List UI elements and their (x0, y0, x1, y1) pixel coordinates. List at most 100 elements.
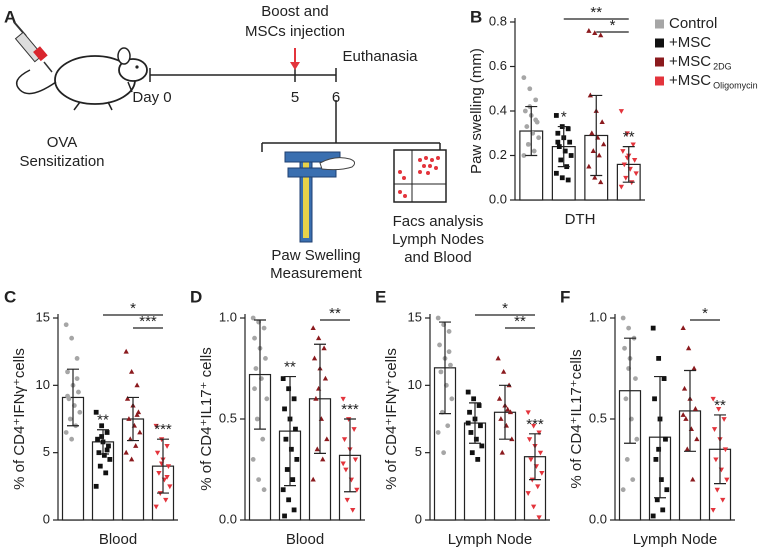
data-point (63, 430, 69, 435)
data-point (690, 476, 696, 482)
data-point (618, 184, 625, 190)
error-bar (344, 418, 356, 493)
data-point (624, 456, 630, 462)
data-point (599, 119, 605, 125)
data-point (261, 487, 267, 493)
data-point (254, 416, 260, 422)
data-point (322, 375, 329, 381)
x-axis-label: DTH (565, 211, 596, 228)
data-point (69, 335, 75, 341)
data-point (623, 175, 629, 181)
data-point (525, 141, 531, 147)
label: Facs analysis (393, 213, 484, 230)
data-point (315, 335, 322, 341)
data-point (663, 436, 668, 442)
significance: *** (526, 416, 544, 433)
data-point (69, 436, 75, 442)
data-point (252, 386, 257, 392)
data-point (449, 396, 455, 402)
significance: * (561, 109, 567, 126)
y-tick-label: 10 (408, 377, 422, 392)
data-point (437, 342, 442, 348)
data-point (256, 477, 262, 482)
data-point (620, 487, 626, 493)
data-point (280, 487, 286, 493)
legend-swatch (655, 38, 664, 48)
data-point (525, 491, 531, 496)
data-point (354, 487, 360, 493)
data-point (555, 130, 561, 136)
data-point (351, 427, 357, 432)
caliper-jaw (284, 151, 341, 163)
label: MSCs injection (245, 23, 345, 40)
data-point (65, 369, 70, 375)
y-tick-label: 5 (415, 444, 422, 459)
data-point (156, 470, 162, 476)
data-point (469, 450, 475, 456)
y-tick-label: 0.0 (589, 511, 607, 526)
error-bar (529, 433, 541, 481)
data-point (505, 406, 511, 412)
data-point (290, 477, 296, 482)
data-point (618, 109, 625, 114)
label: Boost and (261, 3, 329, 20)
data-point (685, 345, 692, 351)
data-point (250, 315, 256, 321)
bracket-label: ** (329, 305, 341, 322)
data-point (691, 365, 697, 371)
data-point (710, 507, 716, 513)
data-point (252, 335, 257, 341)
y-tick-label: 0.4 (489, 102, 507, 117)
bracket-label: * (702, 305, 708, 322)
data-point (67, 416, 73, 422)
data-point (626, 325, 632, 331)
data-point (163, 497, 169, 503)
data-point (467, 409, 472, 415)
data-point (694, 436, 700, 442)
error-bar (654, 375, 666, 499)
legend-label: +MSC (669, 34, 711, 51)
data-point (590, 148, 596, 153)
mouse-tail (15, 69, 57, 95)
data-point (65, 393, 70, 399)
bracket-label: ** (514, 313, 526, 330)
error-bar (254, 319, 266, 430)
data-point (536, 515, 542, 521)
data-point (622, 345, 627, 351)
error-bar (439, 321, 451, 415)
panel-letter: A (4, 7, 16, 26)
y-tick-label: 0.5 (589, 410, 607, 425)
data-point (521, 153, 527, 158)
data-point (261, 325, 267, 331)
data-point (495, 355, 501, 361)
caliper-jaw (287, 167, 337, 178)
data-point (153, 504, 159, 510)
data-point (632, 158, 638, 163)
data-point (133, 443, 139, 448)
data-point (475, 457, 481, 462)
legend-subscript: Oligomycin (713, 80, 758, 90)
data-point (250, 456, 256, 462)
data-point (565, 126, 571, 132)
data-point (710, 396, 716, 402)
data-point (128, 368, 135, 374)
data-point (99, 423, 105, 429)
error-bar (684, 369, 696, 452)
data-point (536, 430, 542, 436)
data-point (471, 396, 477, 402)
data-point (435, 430, 441, 435)
data-point (167, 484, 173, 490)
data-point (630, 142, 636, 148)
data-point (104, 430, 110, 435)
data-point (553, 113, 559, 118)
data-point (123, 348, 129, 354)
data-point (314, 446, 320, 452)
y-tick-label: 0.8 (489, 13, 507, 28)
data-point (134, 412, 140, 417)
data-point (684, 446, 690, 452)
data-point (435, 315, 441, 321)
y-axis-label: % of CD4⁺IL17⁺ cells (198, 347, 215, 490)
data-point (93, 409, 99, 415)
data-point (533, 97, 539, 103)
